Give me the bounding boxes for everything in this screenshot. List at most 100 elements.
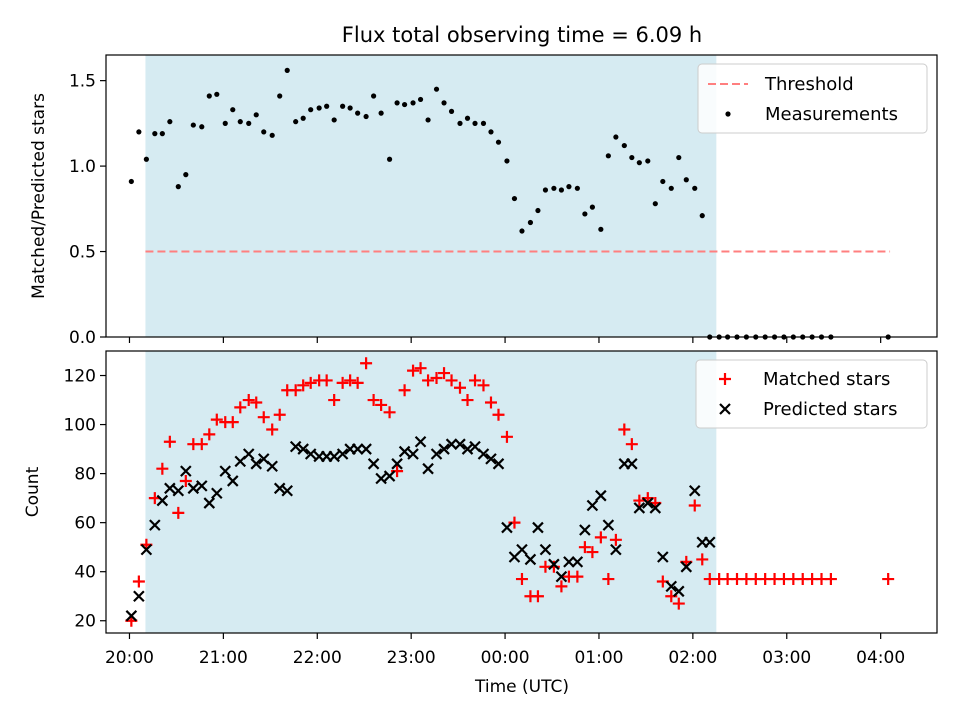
measurement-point: [566, 184, 572, 190]
matched-star-point: [461, 394, 474, 407]
matched-star-point: [351, 376, 364, 389]
predicted-star-point: [422, 462, 434, 475]
predicted-star-point: [195, 480, 208, 492]
matched-star-point: [273, 408, 286, 421]
matched-star-point: [234, 401, 247, 414]
predicted-star-point: [626, 458, 638, 470]
predicted-star-point: [391, 458, 403, 470]
matched-star-point: [344, 374, 357, 387]
measurement-point: [488, 129, 494, 135]
measurement-point: [386, 156, 393, 162]
figure-title: Flux total observing time = 6.09 h: [342, 23, 702, 47]
matched-star-point: [633, 494, 646, 507]
matched-star-point: [257, 411, 270, 424]
measurement-point: [253, 112, 259, 118]
bottom-panel: 20 40 60 80 100 120 20:00 21:00 22:00 23:00 00:00…: [23, 350, 938, 697]
measurement-point: [683, 177, 689, 183]
matched-star-point: [383, 406, 396, 419]
predicted-star-point: [360, 443, 372, 455]
predicted-star-point: [642, 497, 654, 509]
measurement-point: [183, 172, 189, 178]
predicted-star-point: [281, 484, 294, 497]
measurement-point: [457, 120, 463, 126]
predicted-star-point: [579, 524, 591, 536]
predicted-star-point: [187, 482, 200, 495]
xtick-label: 20:00: [105, 648, 154, 668]
matched-star-point: [515, 573, 528, 586]
measurement-point: [558, 187, 565, 193]
predicted-star-point: [250, 458, 263, 470]
matched-star-point: [297, 379, 310, 392]
predicted-star-point: [430, 448, 443, 460]
measurement-point: [308, 107, 314, 113]
predicted-star-point: [602, 519, 615, 531]
top-ytick-label: 1.5: [69, 72, 96, 92]
measurement-point: [629, 154, 635, 161]
bottom-legend: Matched stars Predicted stars: [695, 359, 928, 429]
measurement-point: [613, 134, 619, 140]
measurement-point: [425, 117, 431, 123]
matched-star-point: [824, 573, 837, 586]
matched-star-point: [398, 384, 411, 397]
top-legend-box: [697, 63, 928, 134]
bottom-legend-box: [695, 359, 928, 429]
top-ytick-label: 0.5: [69, 243, 96, 263]
predicted-star-point: [673, 585, 685, 598]
bottom-ytick-label: 20: [74, 612, 96, 632]
predicted-star-point: [328, 450, 340, 463]
matched-star-point: [618, 423, 631, 436]
predicted-star-point: [610, 543, 622, 556]
matched-star-point: [414, 362, 427, 375]
measurement-point: [401, 101, 408, 108]
predicted-star-point: [211, 487, 223, 500]
predicted-star-point: [665, 580, 678, 593]
predicted-star-point: [351, 443, 364, 455]
matched-star-point: [304, 376, 317, 389]
predicted-star-point: [336, 448, 349, 460]
xtick-label: 00:00: [481, 648, 530, 668]
matched-star-point: [203, 428, 216, 441]
top-ytick-label: 1.0: [69, 157, 96, 177]
matched-star-point: [242, 394, 255, 407]
measurement-point: [589, 204, 595, 210]
top-plot-frame: [105, 54, 938, 338]
measurement-point: [668, 185, 674, 191]
predicted-star-point: [242, 448, 255, 460]
measurement-point: [636, 160, 642, 166]
matched-star-point: [594, 531, 607, 544]
xtick-label: 23:00: [387, 648, 436, 668]
measurement-point: [551, 185, 557, 191]
predicted-star-point: [477, 448, 490, 460]
predicted-star-point: [414, 435, 427, 448]
predicted-star-point: [445, 438, 458, 450]
measurement-point: [433, 86, 440, 92]
bottom-ytick-label: 80: [74, 465, 96, 485]
predicted-star-point: [657, 551, 669, 563]
predicted-star-point: [149, 519, 161, 531]
matched-star-point: [430, 371, 443, 384]
matched-star-point: [438, 367, 451, 380]
bottom-observing-span: [145, 351, 717, 633]
star-count-points: [125, 357, 895, 627]
predicted-star-point: [586, 499, 599, 512]
matched-star-point: [571, 570, 584, 583]
matched-star-point: [195, 438, 208, 451]
matched-star-point: [696, 553, 709, 566]
measurement-point: [167, 119, 173, 125]
matched-star-point: [609, 533, 622, 546]
predicted-star-point: [367, 458, 380, 470]
measurement-point: [355, 110, 361, 116]
measurement-point: [410, 100, 416, 106]
bottom-ytick-label: 100: [64, 416, 96, 436]
bottom-ytick-label: 120: [64, 367, 96, 387]
x-axis-label: Time (UTC): [474, 677, 569, 697]
measurement-point: [542, 187, 549, 193]
predicted-star-point: [563, 556, 575, 568]
predicted-star-point: [180, 465, 192, 477]
top-panel: 0.0 0.5 1.0 1.5 Matched/Predicted stars Thr…: [29, 54, 938, 348]
xtick-label: 04:00: [856, 648, 905, 668]
matched-star-point: [289, 384, 302, 397]
matched-star-point: [586, 546, 599, 559]
matched-star-point: [328, 394, 341, 407]
